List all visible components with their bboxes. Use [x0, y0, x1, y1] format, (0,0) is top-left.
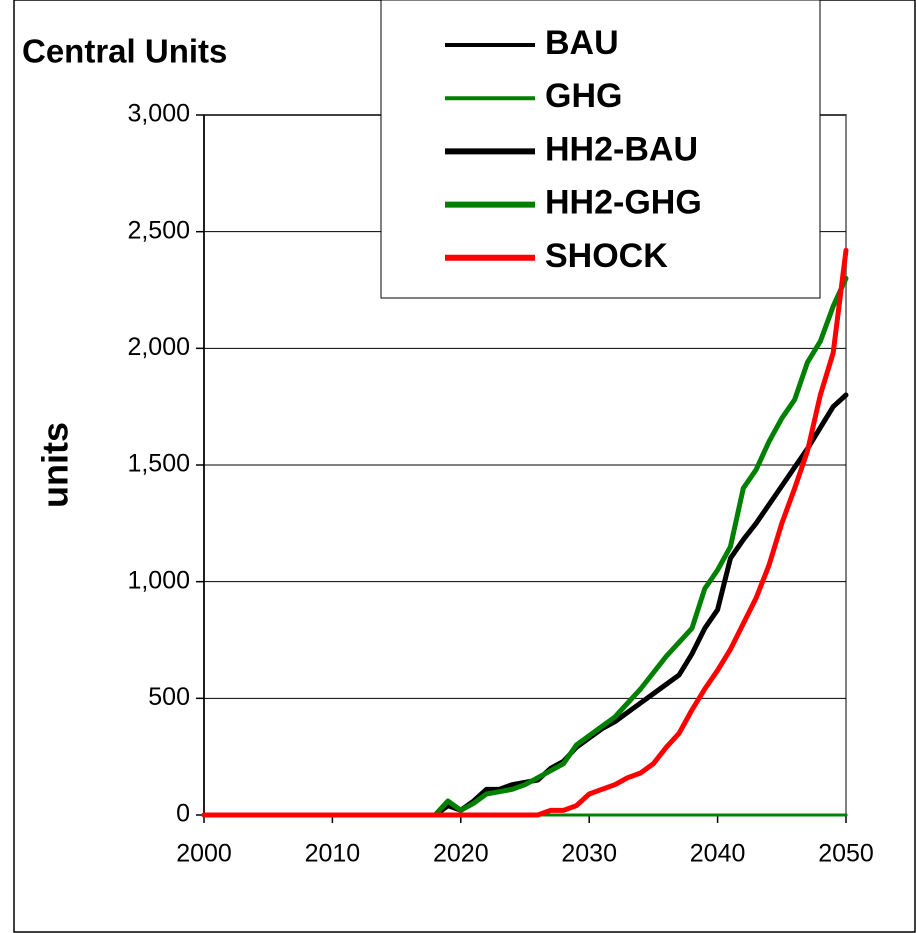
x-tick-label: 2040 — [690, 840, 746, 868]
legend-label: HH2-GHG — [545, 184, 702, 222]
series-line — [201, 247, 849, 818]
x-tick-label: 2020 — [433, 840, 489, 868]
y-axis-label: units — [35, 422, 76, 508]
chart-title: Central Units — [22, 33, 227, 70]
legend-label: SHOCK — [545, 237, 668, 275]
legend-label: GHG — [545, 77, 622, 115]
x-tick-label: 2030 — [561, 840, 617, 868]
legend-label: BAU — [545, 24, 619, 62]
y-tick-label: 1,000 — [127, 566, 190, 594]
y-tick-label: 3,000 — [127, 100, 190, 128]
x-tick-label: 2010 — [305, 840, 361, 868]
y-tick-label: 500 — [148, 683, 190, 711]
y-tick-label: 2,000 — [127, 333, 190, 361]
x-tick-label: 2000 — [176, 840, 232, 868]
legend-label: HH2-BAU — [545, 130, 698, 168]
y-tick-label: 2,500 — [127, 216, 190, 244]
x-tick-label: 2050 — [818, 840, 874, 868]
y-tick-label: 0 — [176, 800, 190, 828]
y-tick-label: 1,500 — [127, 450, 190, 478]
